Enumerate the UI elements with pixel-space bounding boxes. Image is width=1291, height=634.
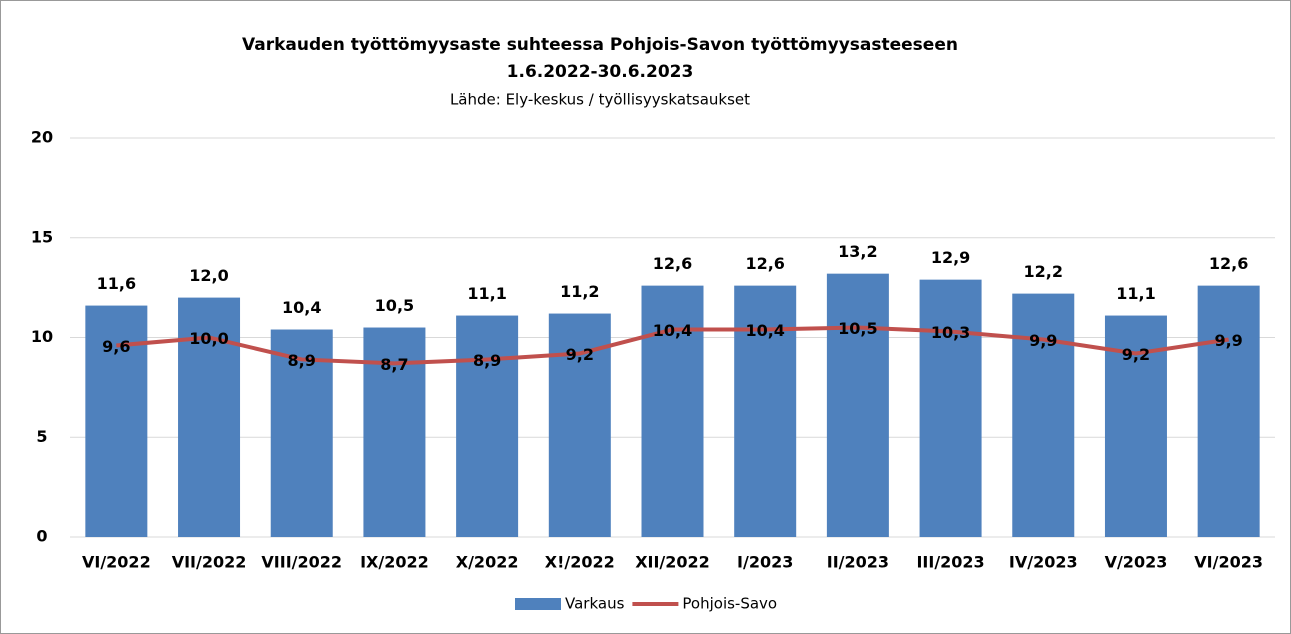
bar-value-label: 11,1 <box>467 284 506 303</box>
line-value-label: 9,9 <box>1214 331 1242 350</box>
line-value-label: 10,4 <box>653 321 692 340</box>
bar-value-label: 10,4 <box>282 298 321 317</box>
y-tick-label: 0 <box>36 527 47 546</box>
bar <box>548 313 611 537</box>
line-value-label: 9,6 <box>102 337 130 356</box>
x-tick-label: X!/2022 <box>545 553 615 572</box>
line-value-label: 10,4 <box>745 321 784 340</box>
bar <box>270 329 333 537</box>
bar-value-label: 12,6 <box>745 254 784 273</box>
line-value-label: 9,2 <box>566 345 594 364</box>
bar-value-label: 12,2 <box>1024 262 1063 281</box>
bar-value-label: 12,0 <box>189 266 228 285</box>
legend-label: Pohjois-Savo <box>682 595 777 613</box>
line-value-label: 10,3 <box>931 323 970 342</box>
legend-label: Varkaus <box>565 595 625 613</box>
x-tick-label: V/2023 <box>1105 553 1168 572</box>
line-value-label: 8,9 <box>473 351 501 370</box>
chart-subtitle: Lähde: Ely-keskus / työllisyyskatsaukset <box>450 91 750 109</box>
bar-value-label: 11,6 <box>97 274 136 293</box>
line-value-label: 8,9 <box>288 351 316 370</box>
bar-value-label: 11,2 <box>560 282 599 301</box>
legend-swatch <box>515 598 561 610</box>
y-tick-label: 20 <box>31 128 53 147</box>
line-value-label: 9,2 <box>1122 345 1150 364</box>
chart-title: Varkauden työttömyysaste suhteessa Pohjo… <box>242 35 958 55</box>
x-tick-label: X/2022 <box>456 553 519 572</box>
bar-value-label: 10,5 <box>375 296 414 315</box>
x-tick-label: XII/2022 <box>635 553 710 572</box>
line-value-label: 9,9 <box>1029 331 1057 350</box>
chart-title: 1.6.2022-30.6.2023 <box>507 62 694 82</box>
bar <box>1012 293 1075 537</box>
x-tick-label: I/2023 <box>737 553 793 572</box>
y-tick-label: 10 <box>31 327 53 346</box>
bar <box>456 315 519 537</box>
x-tick-label: III/2023 <box>916 553 984 572</box>
line-value-label: 8,7 <box>380 355 408 374</box>
bar-value-label: 13,2 <box>838 242 877 261</box>
bar-value-label: 12,6 <box>653 254 692 273</box>
x-tick-label: IV/2023 <box>1009 553 1078 572</box>
bar <box>826 273 889 537</box>
x-tick-label: VI/2023 <box>1194 553 1263 572</box>
x-tick-label: VII/2022 <box>172 553 247 572</box>
y-tick-label: 15 <box>31 227 53 246</box>
bar-value-label: 11,1 <box>1116 284 1155 303</box>
y-tick-label: 5 <box>36 427 47 446</box>
x-tick-label: VIII/2022 <box>261 553 342 572</box>
bar <box>1197 285 1260 537</box>
bar-value-label: 12,6 <box>1209 254 1248 273</box>
x-tick-label: IX/2022 <box>360 553 429 572</box>
line-value-label: 10,5 <box>838 319 877 338</box>
bar-value-label: 12,9 <box>931 248 970 267</box>
bar <box>919 279 982 537</box>
x-tick-label: VI/2022 <box>82 553 151 572</box>
x-tick-label: II/2023 <box>827 553 889 572</box>
line <box>116 325 1229 366</box>
line-value-label: 10,0 <box>189 329 228 348</box>
